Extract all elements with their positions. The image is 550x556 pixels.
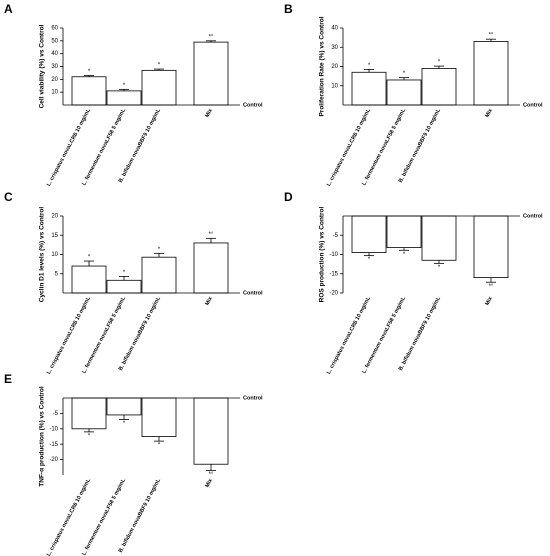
bar xyxy=(473,215,509,278)
panel-label: D xyxy=(284,190,293,204)
y-tick-label: 15 xyxy=(51,233,58,239)
significance-label: * xyxy=(403,252,406,258)
significance-label: *° xyxy=(209,34,214,40)
bar xyxy=(473,41,509,106)
bar xyxy=(141,69,177,106)
significance-label: * xyxy=(88,69,91,75)
bar xyxy=(106,279,142,294)
significance-label: * xyxy=(88,433,91,439)
x-tick-label: Mix xyxy=(204,295,214,307)
y-tick-label: 30 xyxy=(51,64,58,70)
bar xyxy=(193,242,229,294)
x-tick-label: Mix xyxy=(484,295,494,307)
y-tick-label: 5 xyxy=(55,271,59,277)
significance-label: *° xyxy=(209,472,214,478)
bar xyxy=(386,215,422,248)
y-tick-label: 20 xyxy=(331,64,338,70)
significance-label: * xyxy=(368,257,371,263)
y-tick-label: 10 xyxy=(331,83,338,89)
y-axis-label: ROS production (%) vs Control xyxy=(319,206,326,302)
y-axis-label: TNF-α production (%) vs Control xyxy=(39,386,46,487)
bar xyxy=(351,215,387,253)
significance-label: * xyxy=(158,63,161,69)
significance-label: * xyxy=(368,63,371,69)
panel-label: A xyxy=(4,2,13,16)
x-tick-label: Mix xyxy=(204,107,214,119)
bar xyxy=(71,76,107,106)
y-tick-label: 50 xyxy=(51,38,58,44)
baseline-label: Control xyxy=(243,395,263,401)
y-tick-label: 40 xyxy=(331,26,338,32)
significance-label: *° xyxy=(489,33,494,39)
bar xyxy=(386,79,422,106)
x-tick-label: B. bifidum novaBBF9 10 mg/mL xyxy=(398,295,442,372)
bar xyxy=(421,215,457,261)
significance-label: * xyxy=(88,255,91,261)
bar xyxy=(106,90,142,106)
bar xyxy=(421,68,457,106)
significance-label: * xyxy=(123,421,126,427)
bar xyxy=(193,397,229,465)
panel-label: C xyxy=(4,190,13,204)
significance-label: * xyxy=(438,265,441,271)
significance-label: * xyxy=(158,443,161,449)
y-tick-label: -20 xyxy=(329,291,338,297)
bar xyxy=(71,265,107,294)
panel-label: B xyxy=(284,2,293,16)
significance-label: * xyxy=(438,60,441,66)
y-tick-label: -15 xyxy=(329,271,338,277)
x-tick-label: Mix xyxy=(484,107,494,119)
significance-label: *° xyxy=(489,284,494,290)
y-tick-label: 10 xyxy=(51,90,58,96)
y-tick-label: -20 xyxy=(49,457,58,463)
y-tick-label: -15 xyxy=(49,442,58,448)
bar xyxy=(106,397,142,416)
baseline-label: Control xyxy=(243,290,263,296)
y-axis-label: Proliferation Rate (%) vs Control xyxy=(319,16,326,116)
y-tick-label: 40 xyxy=(51,51,58,57)
y-tick-label: 10 xyxy=(51,252,58,258)
panel-label: E xyxy=(4,372,12,386)
x-tick-label: B. bifidum novaBBF9 10 mg/mL xyxy=(398,107,442,184)
y-tick-label: -10 xyxy=(49,426,58,432)
baseline-label: Control xyxy=(523,102,543,108)
y-tick-label: 20 xyxy=(51,214,58,220)
significance-label: *° xyxy=(209,232,214,238)
bar xyxy=(351,71,387,106)
bar xyxy=(193,41,229,106)
significance-label: * xyxy=(123,270,126,276)
y-tick-label: 60 xyxy=(51,26,58,32)
bar xyxy=(141,397,177,437)
significance-label: * xyxy=(403,71,406,77)
bar xyxy=(71,397,107,430)
x-tick-label: Mix xyxy=(204,477,214,489)
bar xyxy=(141,256,177,294)
x-tick-label: B. bifidum novaBBF9 10 mg/mL xyxy=(118,477,162,554)
y-tick-label: -5 xyxy=(333,233,339,239)
significance-label: * xyxy=(123,83,126,89)
y-axis-label: Cyclin D1 levels (%) vs Control xyxy=(39,207,46,303)
baseline-label: Control xyxy=(243,102,263,108)
x-tick-label: B. bifidum novaBBF9 10 mg/mL xyxy=(118,107,162,184)
y-tick-label: 20 xyxy=(51,77,58,83)
y-axis-label: Cell viability (%) vs Control xyxy=(39,24,46,108)
y-tick-label: -10 xyxy=(329,252,338,258)
y-tick-label: 30 xyxy=(331,45,338,51)
baseline-label: Control xyxy=(523,213,543,219)
x-tick-label: B. bifidum novaBBF9 10 mg/mL xyxy=(118,295,162,372)
significance-label: * xyxy=(158,247,161,253)
y-tick-label: -5 xyxy=(53,411,59,417)
